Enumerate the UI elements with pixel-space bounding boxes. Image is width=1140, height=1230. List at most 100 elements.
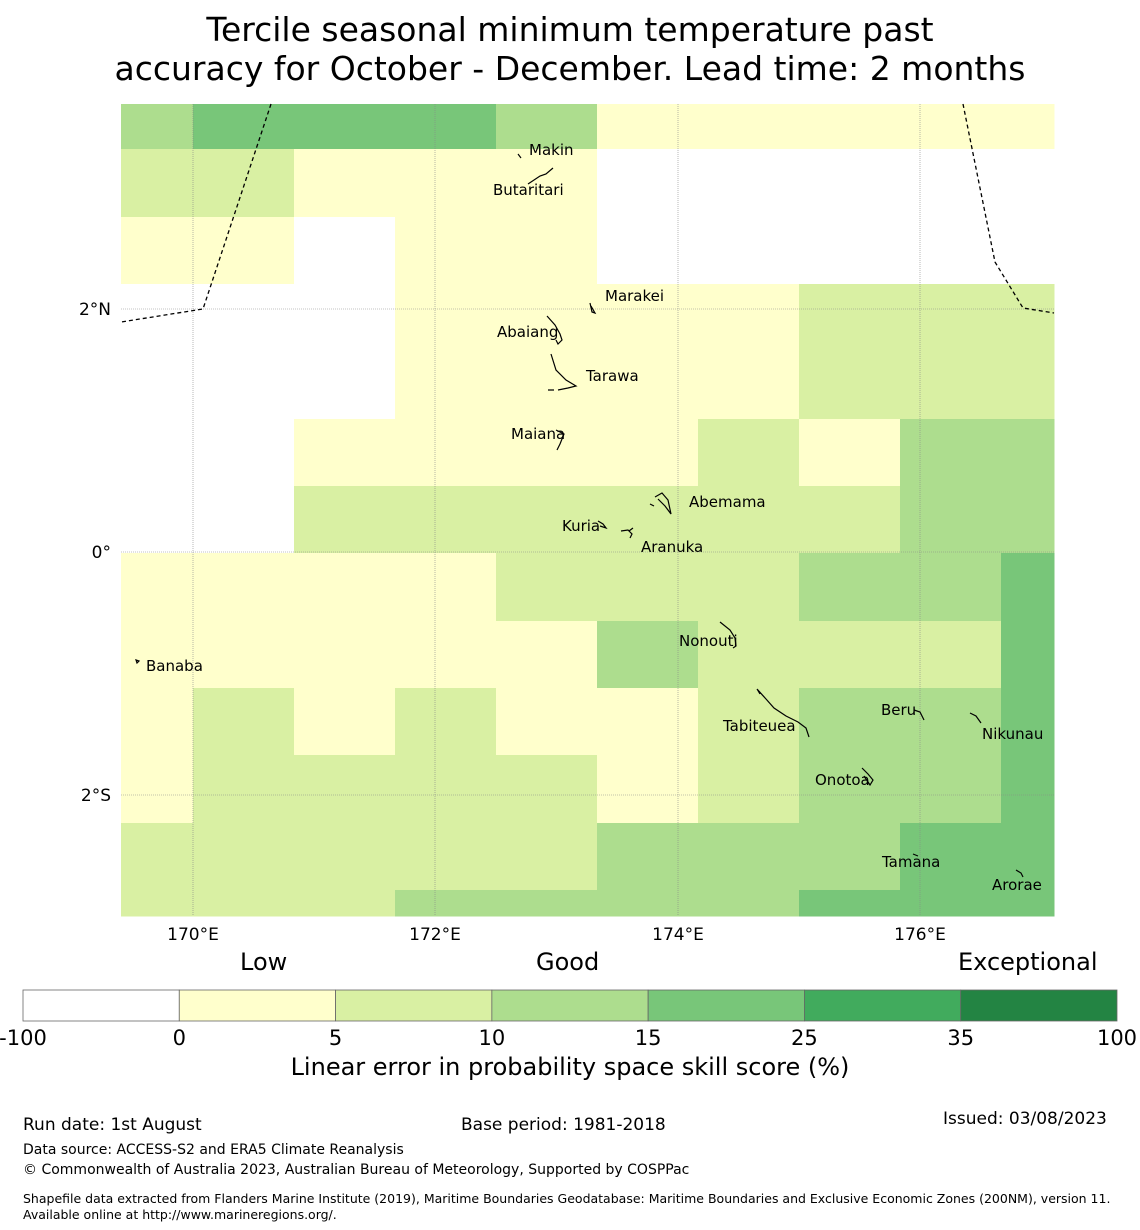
skill-cell <box>900 553 1002 622</box>
skill-cell <box>698 823 800 891</box>
island-tamana-shape <box>912 853 919 857</box>
skill-cell <box>193 890 295 917</box>
skill-cell <box>1001 149 1055 218</box>
colorbar-bin <box>22 989 180 1022</box>
place-label-butaritari: Butaritari <box>493 181 564 199</box>
axis-labels: 170°E 172°E 174°E 176°E 2°N 0° 2°S <box>79 300 946 945</box>
island-beru-shape <box>913 709 925 721</box>
skill-cell <box>1001 419 1055 487</box>
skill-cell <box>121 486 194 554</box>
skill-cell <box>900 688 1002 756</box>
skill-cell <box>193 217 295 285</box>
skill-cell <box>900 217 1002 285</box>
skill-cell <box>799 351 901 420</box>
colorbar-tick-label: 10 <box>478 1026 505 1050</box>
place-labels: Makin Butaritari Marakei Abaiang Tarawa Maian… <box>146 141 1043 894</box>
eez-boundaries <box>120 103 1055 323</box>
skill-cell <box>597 419 699 487</box>
place-label-nikunau: Nikunau <box>982 725 1043 743</box>
map-panel: Makin Butaritari Marakei Abaiang Tarawa Maian… <box>79 103 1055 945</box>
skill-cell <box>294 104 396 150</box>
skill-cell <box>900 419 1002 487</box>
skill-cell <box>496 284 598 352</box>
skill-cell <box>121 149 194 218</box>
skill-cell <box>900 351 1002 420</box>
skill-cell <box>121 755 194 824</box>
island-abemama-shape <box>649 492 672 515</box>
place-label-tamana: Tamana <box>881 853 940 871</box>
skill-cell <box>1001 351 1055 420</box>
skill-cell <box>294 688 396 756</box>
skill-cell <box>395 486 497 554</box>
skill-cell <box>294 217 396 285</box>
skill-cell <box>294 486 396 554</box>
skill-cell <box>799 890 901 917</box>
skill-cell <box>1001 755 1055 824</box>
skill-cell <box>597 284 699 352</box>
skill-cell <box>597 217 699 285</box>
skill-cell <box>395 688 497 756</box>
x-tick-176e: 176°E <box>894 925 946 945</box>
skill-cell <box>698 621 800 689</box>
colorbar-bin <box>804 989 962 1022</box>
skill-cell <box>193 149 295 218</box>
place-label-aranuka: Aranuka <box>641 538 703 556</box>
skill-cell <box>900 823 1002 891</box>
island-butaritari-shape <box>527 167 554 185</box>
skill-cell <box>799 755 901 824</box>
place-label-marakei: Marakei <box>605 287 664 305</box>
place-label-arorae: Arorae <box>992 876 1042 894</box>
colorbar-tick-label: 25 <box>791 1026 818 1050</box>
skill-cell <box>496 104 598 150</box>
skill-cell <box>395 149 497 218</box>
colorbar-bin <box>335 989 493 1022</box>
place-label-maiana: Maiana <box>511 425 565 443</box>
place-label-abaiang: Abaiang <box>497 323 558 341</box>
skill-cell <box>294 351 396 420</box>
y-tick-0: 0° <box>92 543 111 563</box>
place-label-nonouti: Nonouti <box>679 632 738 650</box>
skill-cell <box>698 755 800 824</box>
island-arorae-shape <box>1015 869 1024 878</box>
skill-cell <box>698 688 800 756</box>
skill-cell <box>597 351 699 420</box>
island-tabiteuea-shape <box>756 688 810 738</box>
skill-cell <box>294 890 396 917</box>
skill-cell <box>597 621 699 689</box>
skill-cell <box>121 284 194 352</box>
skill-cell <box>1001 104 1055 150</box>
place-label-kuria: Kuria <box>562 517 600 535</box>
colorbar-bin <box>178 989 336 1022</box>
skill-cell <box>698 351 800 420</box>
skill-cell <box>294 149 396 218</box>
colorbar-tick-label: -100 <box>0 1026 47 1050</box>
skill-cell <box>698 104 800 150</box>
skill-cell <box>193 621 295 689</box>
skill-cell <box>900 621 1002 689</box>
skill-cell <box>395 284 497 352</box>
skill-cell <box>698 553 800 622</box>
colorbar-bin <box>491 989 649 1022</box>
skill-cell <box>1001 553 1055 622</box>
skill-cell <box>1001 217 1055 285</box>
title-line-2: accuracy for October - December. Lead ti… <box>114 49 1026 88</box>
colorbar-tick-label: 0 <box>173 1026 186 1050</box>
skill-cell <box>698 419 800 487</box>
skill-cell <box>799 688 901 756</box>
x-tick-170e: 170°E <box>167 925 219 945</box>
skill-cell <box>698 284 800 352</box>
island-marakei-shape <box>589 302 597 315</box>
place-label-makin: Makin <box>529 141 574 159</box>
island-kuria-shape <box>597 520 608 530</box>
legend-category-good: Good <box>536 948 600 976</box>
skill-cell <box>900 284 1002 352</box>
skill-cell <box>294 284 396 352</box>
skill-cell <box>597 755 699 824</box>
skill-cell <box>597 104 699 150</box>
skill-cell <box>1001 688 1055 756</box>
base-period: Base period: 1981-2018 <box>461 1115 666 1135</box>
map-svg: Makin Butaritari Marakei Abaiang Tarawa Maian… <box>79 103 1055 945</box>
colorbar-bin <box>960 989 1118 1022</box>
island-onotoa-shape <box>861 767 874 787</box>
skill-cell <box>496 486 598 554</box>
